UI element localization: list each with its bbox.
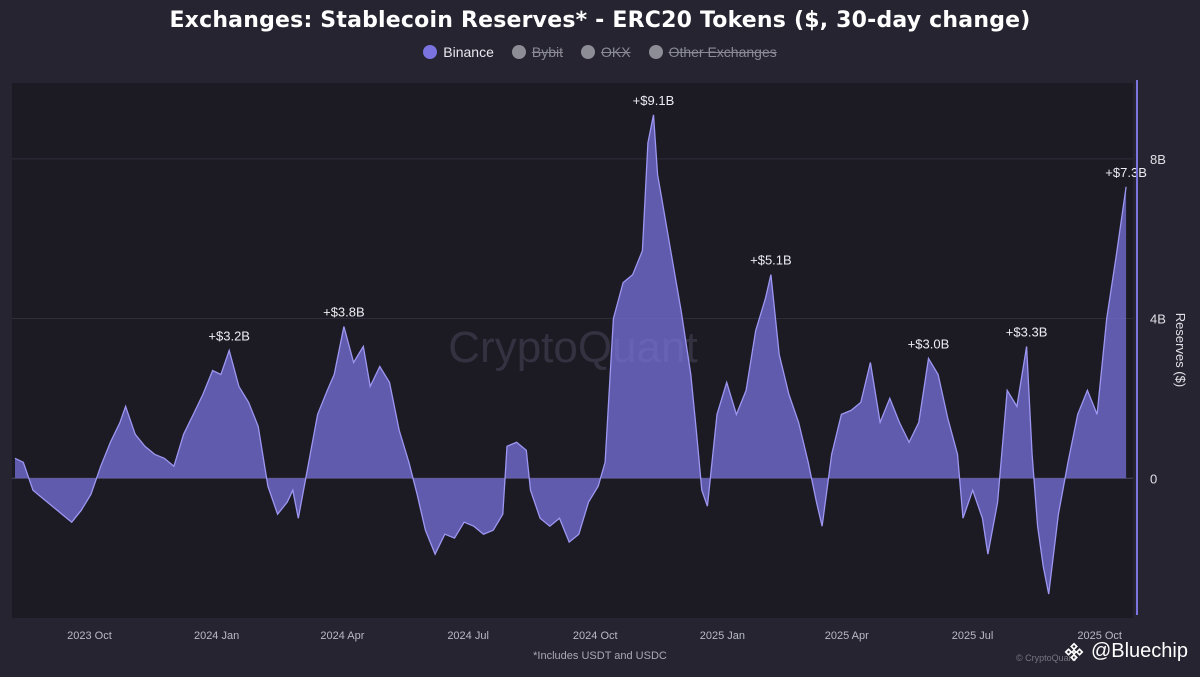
footnote: *Includes USDT and USDC — [533, 650, 667, 662]
y-axis-label: Reserves ($) — [1173, 313, 1188, 387]
chart-title: Exchanges: Stablecoin Reserves* - ERC20 … — [169, 8, 1031, 33]
legend-label-other-exchanges: Other Exchanges — [668, 44, 777, 60]
chart-legend: Binance Bybit OKX Other Exchanges — [0, 44, 1200, 60]
x-tick-label-4: 2024 Oct — [573, 630, 618, 642]
legend-dot-binance — [423, 45, 438, 59]
legend-item-binance[interactable]: Binance — [423, 44, 494, 60]
annotation-label-4: +$3.0B — [908, 336, 950, 351]
annotation-label-5: +$3.3B — [1006, 325, 1048, 340]
y-tick-label-1: 4B — [1150, 312, 1166, 327]
peak-annotations: +$3.2B +$3.8B +$9.1B +$5.1B +$3.0B +$3.3B +$7.… — [208, 93, 1146, 352]
series-line-0 — [14, 114, 1127, 595]
x-tick-label-7: 2025 Jul — [952, 630, 994, 642]
legend-label-okx: OKX — [600, 44, 631, 60]
x-axis-ticks: 2023 Oct 2024 Jan 2024 Apr 2024 Jul 2024 Oct… — [67, 630, 1122, 642]
copyright-text: © CryptoQuant — [1016, 653, 1077, 663]
x-tick-label-1: 2024 Jan — [194, 630, 239, 642]
x-tick-label-6: 2025 Apr — [825, 630, 869, 642]
legend-dot-bybit — [511, 45, 526, 59]
legend-item-okx[interactable]: OKX — [580, 44, 631, 60]
series-area-0 — [15, 114, 1127, 595]
x-tick-label-0: 2023 Oct — [67, 630, 112, 642]
annotation-label-1: +$3.8B — [323, 305, 365, 320]
series-binance-area — [14, 114, 1127, 595]
legend-dot-okx — [580, 45, 595, 59]
credit-handle: @Bluechip — [1090, 640, 1188, 662]
legend-item-bybit[interactable]: Bybit — [511, 44, 563, 60]
legend-label-binance: Binance — [443, 44, 494, 60]
legend-dot-other-exchanges — [648, 45, 663, 59]
y-tick-label-2: 8B — [1150, 152, 1166, 167]
y-tick-label-0: 0 — [1150, 471, 1157, 486]
x-tick-label-8: 2025 Oct — [1077, 630, 1122, 642]
binance-square-logo-icon — [1064, 642, 1084, 661]
legend-item-other-exchanges[interactable]: Other Exchanges — [648, 44, 777, 60]
legend-label-bybit: Bybit — [531, 44, 563, 60]
annotation-label-3: +$5.1B — [750, 253, 792, 268]
credit-watermark: @Bluechip — [1063, 640, 1188, 663]
x-tick-label-5: 2025 Jan — [700, 630, 745, 642]
x-tick-label-2: 2024 Apr — [320, 630, 364, 642]
annotation-label-6: +$7.3B — [1105, 165, 1147, 180]
x-tick-label-3: 2024 Jul — [447, 630, 489, 642]
annotation-label-0: +$3.2B — [208, 329, 250, 344]
annotation-label-2: +$9.1B — [633, 93, 675, 108]
y-axis-ticks: 0 4B 8B — [1150, 152, 1166, 486]
